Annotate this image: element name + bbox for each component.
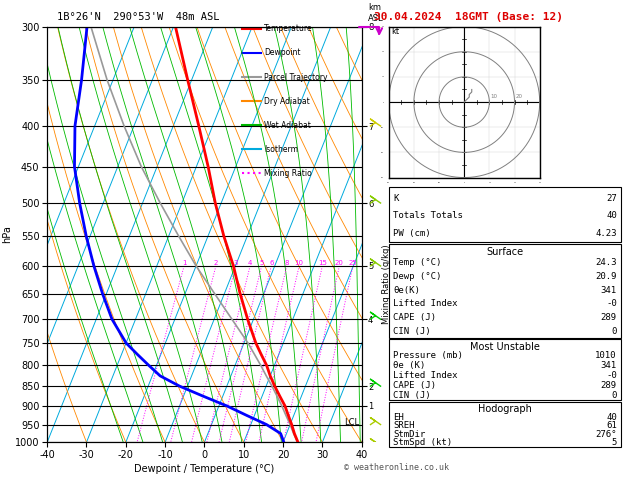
Text: 289: 289 <box>601 313 617 322</box>
Bar <box>389 401 621 447</box>
Text: 3: 3 <box>233 260 238 266</box>
Text: Dry Adiabat: Dry Adiabat <box>264 97 310 105</box>
Text: 15: 15 <box>318 260 327 266</box>
Text: 61: 61 <box>606 421 617 431</box>
Text: Hodograph: Hodograph <box>478 404 532 414</box>
Text: 20: 20 <box>516 94 523 99</box>
Bar <box>389 339 621 400</box>
Text: 40: 40 <box>606 211 617 220</box>
Text: kt: kt <box>391 27 399 36</box>
Text: 4.23: 4.23 <box>595 228 617 238</box>
Text: Wet Adiabat: Wet Adiabat <box>264 121 311 130</box>
Text: 289: 289 <box>601 381 617 390</box>
Text: Lifted Index: Lifted Index <box>393 299 458 308</box>
Text: Pressure (mb): Pressure (mb) <box>393 351 463 360</box>
Text: 27: 27 <box>606 194 617 203</box>
Text: 341: 341 <box>601 361 617 370</box>
X-axis label: Dewpoint / Temperature (°C): Dewpoint / Temperature (°C) <box>135 464 274 474</box>
Text: Temperature: Temperature <box>264 24 313 34</box>
Text: Mixing Ratio: Mixing Ratio <box>264 169 312 178</box>
Text: CAPE (J): CAPE (J) <box>393 313 437 322</box>
Bar <box>389 187 621 242</box>
Text: 0: 0 <box>611 391 617 400</box>
Text: km
ASL: km ASL <box>368 3 384 22</box>
Text: 1: 1 <box>182 260 186 266</box>
Text: Isotherm: Isotherm <box>264 145 298 154</box>
Text: Temp (°C): Temp (°C) <box>393 259 442 267</box>
Text: 5: 5 <box>259 260 264 266</box>
Text: EH: EH <box>393 413 404 422</box>
Text: θe(K): θe(K) <box>393 286 420 295</box>
Text: Surface: Surface <box>486 247 524 257</box>
Text: 1010: 1010 <box>595 351 617 360</box>
Text: Parcel Trajectory: Parcel Trajectory <box>264 72 328 82</box>
Text: 6: 6 <box>269 260 274 266</box>
Text: CIN (J): CIN (J) <box>393 327 431 336</box>
Text: θe (K): θe (K) <box>393 361 426 370</box>
Y-axis label: hPa: hPa <box>3 226 12 243</box>
Text: Mixing Ratio (g/kg): Mixing Ratio (g/kg) <box>382 244 391 324</box>
Text: K: K <box>393 194 399 203</box>
Text: © weatheronline.co.uk: © weatheronline.co.uk <box>344 463 448 472</box>
Text: -0: -0 <box>606 299 617 308</box>
Text: 341: 341 <box>601 286 617 295</box>
Text: LCL: LCL <box>345 418 360 427</box>
Bar <box>389 244 621 338</box>
Text: 8: 8 <box>284 260 289 266</box>
Text: CAPE (J): CAPE (J) <box>393 381 437 390</box>
Text: Lifted Index: Lifted Index <box>393 371 458 380</box>
Text: StmSpd (kt): StmSpd (kt) <box>393 438 452 448</box>
Text: 20: 20 <box>335 260 344 266</box>
Text: 30.04.2024  18GMT (Base: 12): 30.04.2024 18GMT (Base: 12) <box>374 12 563 22</box>
Text: -0: -0 <box>606 371 617 380</box>
Text: 10: 10 <box>491 94 498 99</box>
Text: 1B°26'N  290°53'W  48m ASL: 1B°26'N 290°53'W 48m ASL <box>57 12 219 22</box>
Text: 10: 10 <box>294 260 304 266</box>
Text: 0: 0 <box>611 327 617 336</box>
Text: 20.9: 20.9 <box>595 272 617 281</box>
Text: Dewp (°C): Dewp (°C) <box>393 272 442 281</box>
Text: 24.3: 24.3 <box>595 259 617 267</box>
Text: Dewpoint: Dewpoint <box>264 49 301 57</box>
Text: SREH: SREH <box>393 421 415 431</box>
Text: 2: 2 <box>214 260 218 266</box>
Text: Totals Totals: Totals Totals <box>393 211 463 220</box>
Text: 4: 4 <box>248 260 252 266</box>
Text: CIN (J): CIN (J) <box>393 391 431 400</box>
Text: StmDir: StmDir <box>393 430 426 439</box>
Text: Most Unstable: Most Unstable <box>470 342 540 352</box>
Text: 5: 5 <box>611 438 617 448</box>
Text: 25: 25 <box>348 260 357 266</box>
Text: PW (cm): PW (cm) <box>393 228 431 238</box>
Text: 276°: 276° <box>595 430 617 439</box>
Text: 40: 40 <box>606 413 617 422</box>
